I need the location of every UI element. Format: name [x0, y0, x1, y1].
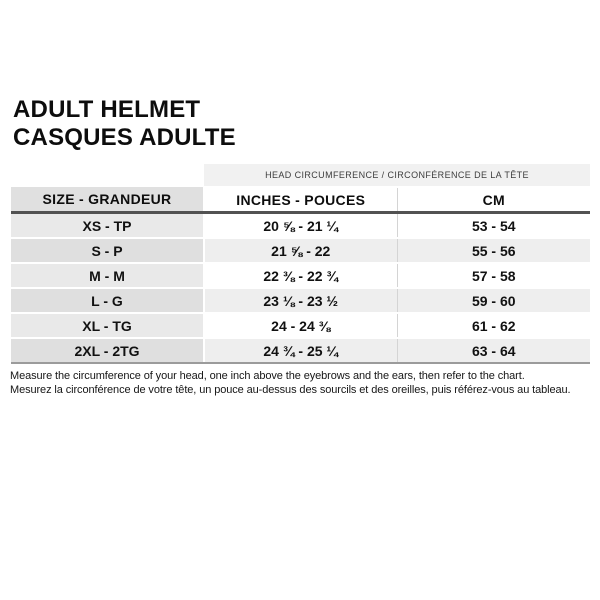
size-cell: M - M: [11, 263, 205, 289]
table-corner-spacer: [11, 164, 204, 187]
cm-cell: 57 - 58: [397, 263, 590, 289]
table-row-l: L - G 23 ⅛ - 23 ½ 59 - 60: [11, 288, 590, 314]
inches-cell: 21 ⅝ - 22: [204, 238, 398, 264]
cm-cell: 63 - 64: [397, 338, 590, 364]
measurement-instructions: Measure the circumference of your head, …: [10, 369, 595, 397]
page-title: ADULT HELMET CASQUES ADULTE: [13, 96, 236, 152]
column-header-cm: CM: [397, 187, 590, 214]
measurement-instruction-en: Measure the circumference of your head, …: [10, 370, 525, 382]
inches-cell: 22 ⅜ - 22 ¾: [204, 263, 398, 289]
head-circumference-banner: HEAD CIRCUMFERENCE / CIRCONFÉRENCE DE LA…: [204, 164, 590, 188]
cm-cell: 59 - 60: [397, 288, 590, 314]
inches-cell: 20 ⅝ - 21 ¼: [204, 212, 398, 239]
cm-cell: 55 - 56: [397, 238, 590, 264]
table-row-m: M - M 22 ⅜ - 22 ¾ 57 - 58: [11, 263, 590, 289]
table-row-s: S - P 21 ⅝ - 22 55 - 56: [11, 238, 590, 264]
inches-cell: 24 - 24 ⅜: [204, 313, 398, 339]
table-row-xs: XS - TP 20 ⅝ - 21 ¼ 53 - 54: [11, 212, 590, 239]
size-cell: S - P: [11, 238, 205, 264]
banner-row: HEAD CIRCUMFERENCE / CIRCONFÉRENCE DE LA…: [11, 164, 590, 188]
table-row-2xl: 2XL - 2TG 24 ¾ - 25 ¼ 63 - 64: [11, 338, 590, 364]
size-cell: L - G: [11, 288, 205, 314]
page-title-fr: CASQUES ADULTE: [13, 124, 236, 151]
cm-cell: 53 - 54: [397, 212, 590, 239]
size-cell: XS - TP: [11, 212, 205, 239]
column-header-row: SIZE - GRANDEUR INCHES - POUCES CM: [11, 187, 590, 214]
size-cell: XL - TG: [11, 313, 205, 339]
column-header-inches: INCHES - POUCES: [204, 187, 398, 214]
size-cell: 2XL - 2TG: [11, 338, 205, 364]
size-chart-table: HEAD CIRCUMFERENCE / CIRCONFÉRENCE DE LA…: [11, 164, 590, 364]
inches-cell: 23 ⅛ - 23 ½: [204, 288, 398, 314]
page-title-en: ADULT HELMET: [13, 96, 201, 123]
measurement-instruction-fr: Mesurez la circonférence de votre tête, …: [10, 384, 571, 396]
column-header-size: SIZE - GRANDEUR: [11, 187, 205, 214]
cm-cell: 61 - 62: [397, 313, 590, 339]
table-row-xl: XL - TG 24 - 24 ⅜ 61 - 62: [11, 313, 590, 339]
inches-cell: 24 ¾ - 25 ¼: [204, 338, 398, 364]
